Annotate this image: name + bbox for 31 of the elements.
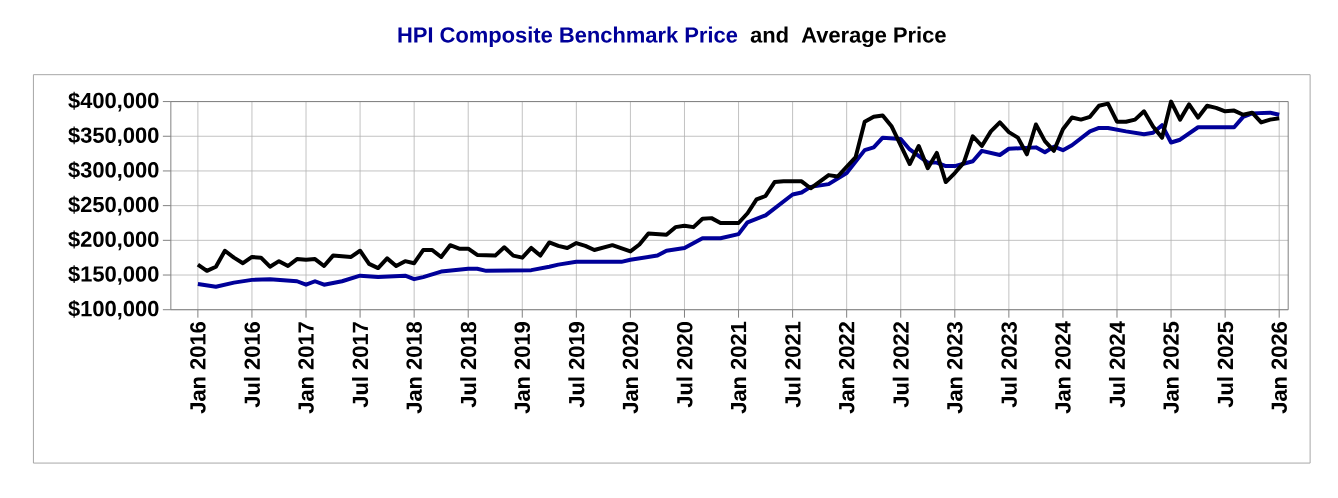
x-tick-label: Jan 2021	[730, 321, 747, 414]
x-tick-label: Jul 2023	[1000, 322, 1017, 408]
y-tick-label: $300,000	[68, 161, 159, 181]
x-tick-label: Jan 2026	[1271, 322, 1287, 414]
y-tick-label: $200,000	[68, 230, 159, 251]
x-tick-label: Jan 2016	[190, 322, 206, 414]
y-tick-label: $100,000	[68, 299, 159, 320]
x-tick-label: Jul 2022	[892, 322, 909, 408]
x-tick-label: Jan 2025	[1163, 321, 1179, 414]
x-tick-label: Jan 2018	[406, 321, 422, 414]
x-tick-label: Jan 2024	[1055, 321, 1071, 414]
text: and	[750, 26, 788, 43]
text: HPI Composite Benchmark Price	[398, 26, 738, 48]
y-tick-label: $400,000	[68, 91, 159, 112]
x-tick-label: Jul 2019	[568, 322, 585, 408]
text: Average Price	[801, 26, 946, 48]
x-tick-label: Jan 2023	[947, 322, 963, 414]
x-tick-label: Jul 2024	[1108, 321, 1126, 408]
y-tick-label: $250,000	[68, 195, 159, 216]
x-tick-label: Jul 2017	[352, 322, 369, 408]
x-tick-label: Jul 2025	[1217, 321, 1234, 408]
x-tick-label: Jan 2022	[838, 322, 855, 414]
x-tick-label: Jul 2020	[676, 322, 693, 408]
y-tick-label: $150,000	[68, 265, 159, 285]
x-tick-label: Jul 2021	[784, 321, 801, 408]
x-tick-label: Jan 2017	[298, 322, 314, 414]
x-tick-label: Jul 2016	[243, 322, 260, 408]
x-tick-label: Jan 2020	[622, 322, 639, 414]
y-tick-label: $350,000	[68, 126, 159, 147]
x-tick-label: Jan 2019	[514, 322, 531, 414]
x-tick-label: Jul 2018	[460, 321, 477, 408]
